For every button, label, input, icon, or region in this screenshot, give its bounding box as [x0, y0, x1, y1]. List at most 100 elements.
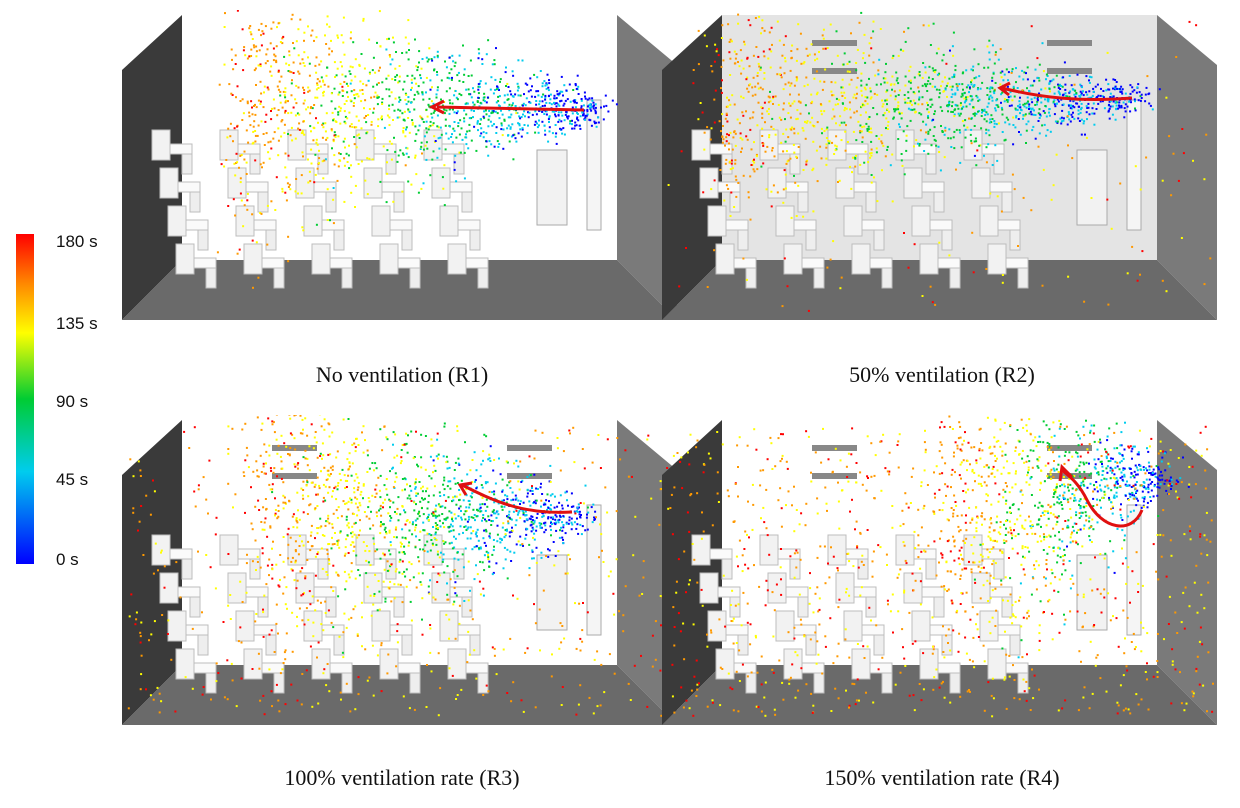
left-wall — [122, 420, 182, 725]
seat-leg — [265, 634, 277, 656]
seat-back — [235, 610, 255, 642]
seat-leg — [469, 634, 481, 656]
seat-base — [733, 257, 757, 269]
seat-leg — [325, 596, 337, 618]
seat-base — [465, 257, 489, 269]
seat-base — [449, 181, 473, 193]
seat-leg — [409, 267, 421, 289]
seat-back — [175, 243, 195, 275]
seat-leg — [453, 558, 465, 580]
time-colorbar: 180 s 135 s 90 s 45 s 0 s — [16, 232, 98, 569]
lectern — [536, 149, 568, 226]
scenario-panel-r2 — [662, 10, 1222, 330]
seat-base — [253, 624, 277, 636]
ceiling-vent — [272, 445, 317, 451]
seat-back — [423, 534, 443, 566]
seat-base — [937, 662, 961, 674]
seat-base — [929, 219, 953, 231]
seat-leg — [721, 153, 733, 175]
classroom-render — [122, 415, 677, 725]
seat-back — [851, 648, 871, 680]
seat-leg — [925, 153, 937, 175]
airflow-arrow — [1058, 463, 1144, 528]
panel-caption: 150% ventilation rate (R4) — [824, 765, 1060, 790]
seat-leg — [813, 267, 825, 289]
seat-base — [861, 624, 885, 636]
seat-base — [245, 181, 269, 193]
seat-back — [895, 129, 915, 161]
speaker-figure — [586, 504, 602, 636]
back-wall — [182, 15, 617, 260]
seat-leg — [925, 558, 937, 580]
seat-leg — [933, 596, 945, 618]
seat-base — [441, 548, 465, 560]
seat-leg — [993, 153, 1005, 175]
seat-leg — [1017, 267, 1029, 289]
panel-caption: No ventilation (R1) — [315, 362, 489, 387]
seat-leg — [393, 191, 405, 213]
seat-back — [715, 648, 735, 680]
seat-base — [381, 181, 405, 193]
seat-base — [329, 662, 353, 674]
seat-base — [845, 548, 869, 560]
seat-leg — [797, 596, 809, 618]
ceiling-vent — [1047, 445, 1092, 451]
seat-leg — [873, 634, 885, 656]
seat-leg — [265, 229, 277, 251]
seat-base — [397, 662, 421, 674]
scenario-panel-r3 — [122, 415, 682, 735]
seat-leg — [205, 672, 217, 694]
seat-base — [177, 586, 201, 598]
seat-base — [193, 662, 217, 674]
seat-back — [715, 243, 735, 275]
seat-base — [389, 219, 413, 231]
seat-back — [235, 205, 255, 237]
airflow-arrow — [457, 481, 573, 514]
seat-back — [371, 610, 391, 642]
seat-back — [423, 129, 443, 161]
back-wall — [722, 420, 1157, 665]
seat-leg — [865, 191, 877, 213]
seat-leg — [189, 596, 201, 618]
left-wall — [122, 15, 182, 320]
seat-leg — [881, 672, 893, 694]
seat-back — [979, 205, 999, 237]
seat-back — [707, 610, 727, 642]
particle-cloud — [667, 11, 1212, 312]
seat-base — [261, 257, 285, 269]
seat-leg — [477, 267, 489, 289]
seat-back — [447, 648, 467, 680]
seat-base — [717, 181, 741, 193]
seat-base — [793, 219, 817, 231]
seat-back — [827, 129, 847, 161]
seat-back — [911, 205, 931, 237]
seat-leg — [257, 596, 269, 618]
seat-base — [389, 624, 413, 636]
classroom-render — [662, 415, 1217, 725]
seat-leg — [197, 634, 209, 656]
floor — [662, 260, 1217, 320]
seat-leg — [1001, 596, 1013, 618]
seat-leg — [453, 153, 465, 175]
seat-base — [853, 586, 877, 598]
seat-back — [843, 610, 863, 642]
seat-base — [785, 181, 809, 193]
seat-back — [699, 167, 719, 199]
seat-leg — [737, 634, 749, 656]
seat-base — [929, 624, 953, 636]
seat-base — [861, 219, 885, 231]
seat-back — [971, 167, 991, 199]
seat-leg — [461, 596, 473, 618]
seat-base — [261, 662, 285, 674]
lectern — [536, 554, 568, 631]
seat-leg — [865, 596, 877, 618]
seat-leg — [813, 672, 825, 694]
seat-leg — [857, 153, 869, 175]
colorbar-tick-label: 180 s — [56, 232, 98, 251]
ceiling-vent — [812, 40, 857, 46]
seat-base — [845, 143, 869, 155]
particle-cloud — [216, 10, 618, 289]
seat-base — [777, 143, 801, 155]
seat-leg — [857, 558, 869, 580]
seat-back — [151, 129, 171, 161]
